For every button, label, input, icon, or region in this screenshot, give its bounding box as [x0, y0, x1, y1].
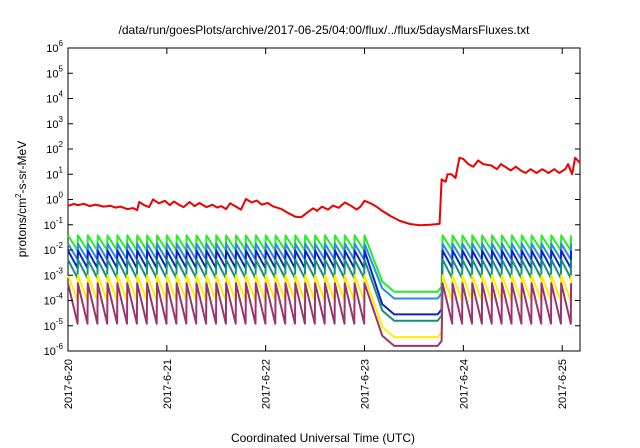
y-tick-label: 104 [46, 90, 63, 106]
y-tick-label: 106 [46, 39, 63, 55]
x-tick-label: 2017-6-21 [162, 359, 174, 409]
x-axis-label: Coordinated Universal Time (UTC) [231, 431, 415, 445]
y-axis-label-tail: -s-sr-MeV [15, 141, 29, 194]
series-line-1 [67, 156, 581, 227]
y-tick-label: 10-3 [44, 266, 64, 282]
y-tick-label: 103 [46, 115, 63, 131]
y-tick-label: 101 [46, 165, 63, 181]
y-tick-label: 10-1 [44, 216, 64, 232]
y-tick-label: 10-2 [44, 241, 64, 257]
x-tick-label: 2017-6-24 [458, 359, 470, 409]
y-tick-label: 102 [46, 140, 63, 156]
x-tick-label: 2017-6-23 [360, 359, 372, 409]
y-tick-label: 100 [46, 191, 63, 207]
x-tick-label: 2017-6-25 [557, 359, 569, 409]
x-tick-label: 2017-6-20 [63, 359, 75, 409]
y-tick-label: 10-6 [44, 342, 64, 358]
y-axis-label-main: protons/cm [15, 198, 29, 257]
chart-title: /data/run/goesPlots/archive/2017-06-25/0… [119, 23, 531, 37]
y-tick-label: 10-4 [44, 292, 64, 308]
x-tick-label: 2017-6-22 [261, 359, 273, 409]
y-tick-label: 105 [46, 64, 63, 80]
y-axis-label: protons/cm2-s-sr-MeV [14, 141, 29, 257]
y-axis-label-superscript: 2 [14, 193, 23, 198]
series-line-7 [67, 282, 573, 347]
y-tick-label: 10-5 [44, 317, 64, 333]
